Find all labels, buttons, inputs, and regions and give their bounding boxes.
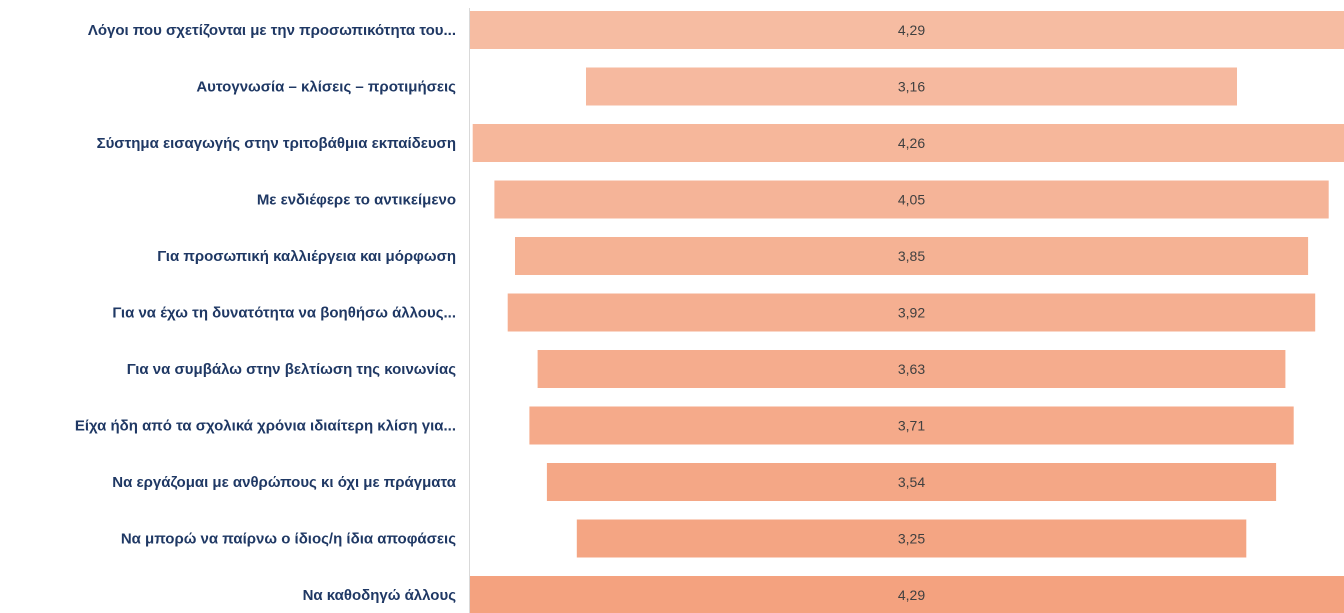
bar xyxy=(586,67,1237,106)
data-label: 4,26 xyxy=(898,135,925,151)
category-label: Να εργάζομαι με ανθρώπους κι όχι με πράγ… xyxy=(112,474,456,491)
data-label: 3,54 xyxy=(898,474,925,490)
data-label: 4,05 xyxy=(898,192,925,208)
data-label: 3,16 xyxy=(898,79,925,95)
category-label: Για να συμβάλω στην βελτίωση της κοινωνί… xyxy=(127,361,456,378)
category-label: Να μπορώ να παίρνω ο ίδιος/η ίδια αποφάσ… xyxy=(121,531,456,548)
data-label: 4,29 xyxy=(898,587,925,603)
bars-group xyxy=(470,11,1344,613)
data-label: 3,85 xyxy=(898,248,925,264)
data-label: 3,25 xyxy=(898,531,925,547)
data-label: 3,63 xyxy=(898,361,925,377)
bar xyxy=(470,11,1344,49)
bar xyxy=(470,576,1344,613)
category-label: Να καθοδηγώ άλλους xyxy=(303,587,457,604)
bar xyxy=(576,519,1247,558)
value-labels-group: 4,29 3,16 4,26 4,05 3,85 3,92 3,63 3,71 3,54 3,25… xyxy=(898,22,925,603)
category-label: Για προσωπική καλλιέργεια και μόρφωση xyxy=(157,248,456,265)
bar xyxy=(529,406,1294,445)
category-label: Με ενδιέφερε το αντικείμενο xyxy=(257,192,456,209)
category-label: Για να έχω τη δυνατότητα να βοηθήσω άλλο… xyxy=(112,305,456,322)
data-label: 3,71 xyxy=(898,418,925,434)
bar xyxy=(515,237,1309,275)
category-label: Αυτογνωσία – κλίσεις – προτιμήσεις xyxy=(196,79,456,96)
category-label: Σύστημα εισαγωγής στην τριτοβάθμια εκπαί… xyxy=(97,135,456,152)
category-label: Είχα ήδη από τα σχολικά χρόνια ιδιαίτερη… xyxy=(75,418,456,435)
category-labels-group: Λόγοι που σχετίζονται με την προσωπικότη… xyxy=(75,22,457,604)
bar xyxy=(546,463,1277,501)
bar xyxy=(494,180,1329,219)
data-label: 3,92 xyxy=(898,305,925,321)
data-label: 4,29 xyxy=(898,22,925,38)
bar xyxy=(537,350,1286,388)
category-label: Λόγοι που σχετίζονται με την προσωπικότη… xyxy=(88,22,456,39)
bar xyxy=(472,124,1344,162)
bar xyxy=(507,293,1316,332)
